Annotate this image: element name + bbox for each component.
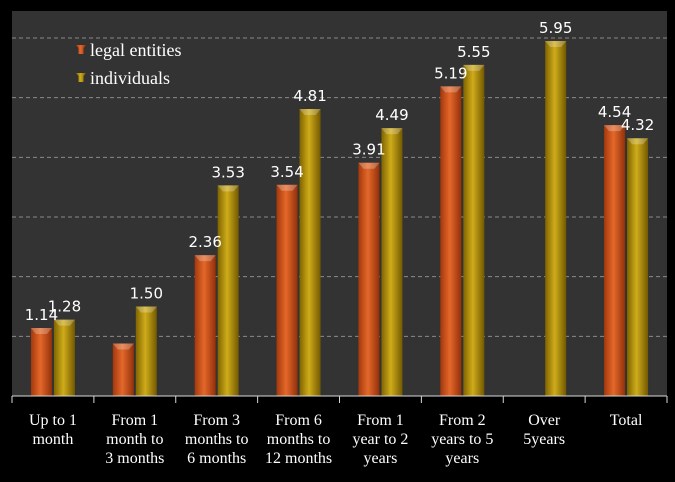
x-tick-label: Total — [610, 412, 643, 429]
bar-cap — [217, 185, 239, 192]
bar-body — [112, 343, 134, 396]
x-tick-label: From 3 months to 6 months — [185, 412, 249, 467]
x-tick-label: From 1 year to 2 years — [352, 412, 408, 467]
bar-cap — [440, 86, 462, 93]
x-tick-label: From 1 month to 3 months — [105, 412, 164, 467]
bar-cap — [53, 319, 75, 326]
data-label: 2.36 — [188, 233, 221, 251]
bar-cap — [299, 109, 321, 116]
bar-individuals — [135, 306, 157, 396]
bar-cap — [358, 162, 380, 169]
legend-marker-individuals — [76, 73, 86, 82]
x-tick-label-line: From 6 — [275, 412, 322, 429]
legend-label-legal-entities: legal entities — [90, 40, 181, 60]
bar-cap — [194, 255, 216, 262]
bar-legal-entities — [604, 125, 626, 396]
bar-body — [30, 327, 52, 396]
x-tick-label-line: Over — [528, 412, 561, 429]
bar-body — [358, 162, 380, 396]
bar-body — [299, 109, 321, 397]
bar-body — [440, 86, 462, 396]
x-tick-label-line: From 2 — [439, 412, 486, 429]
bar-body — [545, 40, 567, 396]
bar-cap — [135, 306, 157, 313]
bar-individuals — [627, 138, 649, 397]
legend: legal entities individuals — [76, 40, 181, 88]
bar-body — [463, 64, 485, 396]
data-label: 4.32 — [621, 116, 654, 134]
x-axis-ticks — [11, 396, 668, 403]
x-tick-label-line: From 3 — [193, 412, 240, 429]
x-tick-label-line: years — [364, 450, 398, 467]
bar-cap — [381, 128, 403, 135]
bar-cap — [30, 327, 52, 334]
x-tick-label-line: month — [32, 431, 73, 448]
bar-legal-entities — [30, 327, 52, 396]
bar-individuals — [217, 185, 239, 396]
data-label: 5.19 — [434, 64, 467, 82]
bar-legal-entities — [112, 343, 134, 396]
data-label: 4.49 — [375, 106, 408, 124]
bar-legal-entities — [276, 184, 298, 396]
x-tick-label-line: From 1 — [357, 412, 404, 429]
bar-cap — [545, 40, 567, 47]
x-axis-tick-labels: Up to 1 month From 1 month to 3 months From 3… — [29, 412, 643, 467]
x-tick-label-line: 12 months — [265, 450, 332, 467]
x-tick-label-line: month to — [106, 431, 163, 448]
data-label: 5.55 — [457, 43, 490, 61]
x-tick-label-line: From 1 — [111, 412, 158, 429]
x-tick-label-line: Up to 1 — [29, 412, 77, 429]
bar-legal-entities — [440, 86, 462, 396]
data-label: 4.81 — [293, 87, 326, 105]
bar-cap — [627, 138, 649, 145]
bar-cap — [463, 64, 485, 71]
bar-body — [381, 128, 403, 396]
bar-cap — [276, 184, 298, 191]
bar-body — [217, 185, 239, 396]
legend-item-legal-entities: legal entities — [76, 40, 181, 60]
data-label: 1.14 — [25, 306, 58, 324]
legend-item-individuals: individuals — [76, 68, 170, 88]
x-tick-label: Over 5years — [523, 412, 565, 448]
bar-body — [53, 319, 75, 396]
bar-individuals — [53, 319, 75, 396]
data-label: 1.50 — [130, 285, 163, 303]
data-label: 3.53 — [211, 163, 244, 181]
x-tick-label-line: years — [445, 450, 479, 467]
bar-individuals — [463, 64, 485, 396]
bar-body — [604, 125, 626, 396]
x-tick-label-line: years to 5 — [431, 431, 493, 448]
bar-body — [627, 138, 649, 397]
x-tick-label-line: 3 months — [105, 450, 164, 467]
bar-body — [135, 306, 157, 396]
legend-label-individuals: individuals — [90, 68, 170, 88]
bar-cap — [112, 343, 134, 350]
bar-legal-entities — [358, 162, 380, 396]
bar-body — [276, 184, 298, 396]
data-label: 1.28 — [48, 298, 81, 316]
bar-individuals — [299, 109, 321, 397]
bar-cap — [604, 125, 626, 132]
bar-body — [194, 255, 216, 396]
x-tick-label: From 2 years to 5 years — [431, 412, 493, 467]
x-tick-label-line: Total — [610, 412, 643, 429]
bar-individuals — [381, 128, 403, 396]
bars — [30, 40, 649, 397]
data-label: 4.54 — [598, 103, 631, 121]
x-tick-label: Up to 1 month — [29, 412, 77, 448]
x-tick-label-line: 6 months — [187, 450, 246, 467]
data-label: 3.91 — [352, 141, 385, 159]
x-tick-label-line: months to — [267, 431, 331, 448]
bar-legal-entities — [194, 255, 216, 396]
x-tick-label: From 6 months to 12 months — [265, 412, 332, 467]
data-label: 3.54 — [270, 163, 303, 181]
legend-marker-legal-entities — [76, 45, 86, 54]
bar-individuals — [545, 40, 567, 396]
x-tick-label-line: 5years — [523, 431, 565, 448]
data-label: 5.95 — [539, 19, 572, 37]
x-tick-label-line: months to — [185, 431, 249, 448]
x-tick-label-line: year to 2 — [352, 431, 408, 448]
value-labels: 1.14 2.36 3.54 3.91 5.19 4.54 1.28 1.50 3.53 4.81… — [25, 19, 655, 324]
